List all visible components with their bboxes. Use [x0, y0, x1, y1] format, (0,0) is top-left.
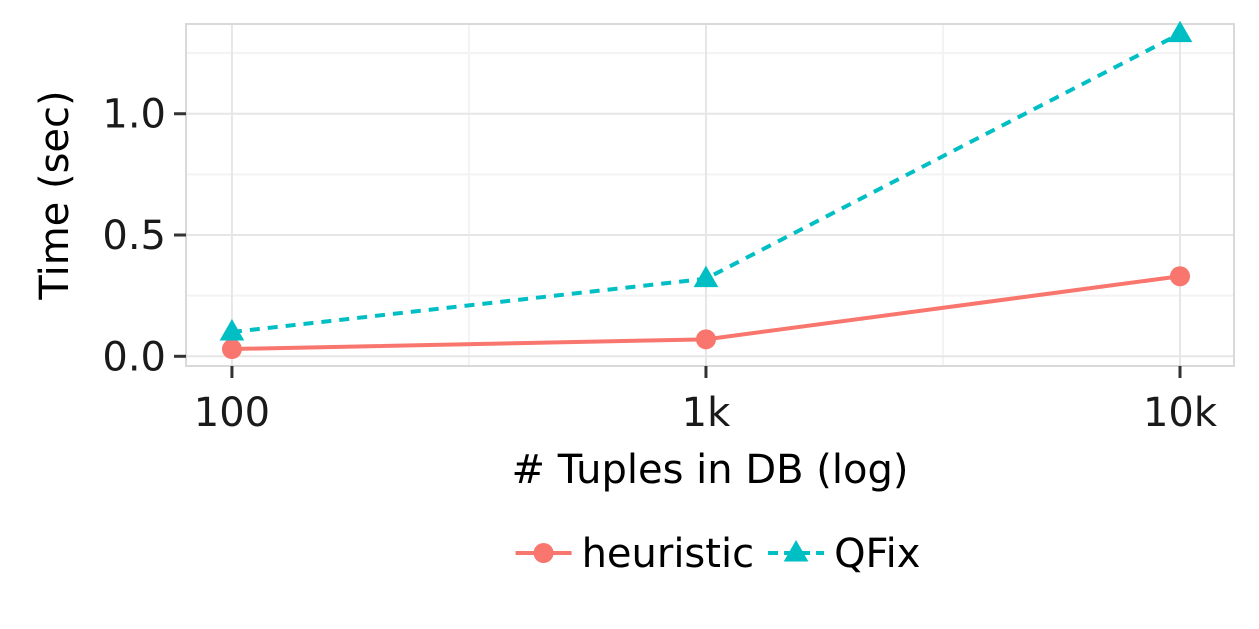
x-tick-label: 100 — [194, 390, 270, 436]
legend-key-heuristic — [515, 543, 572, 563]
minor-grid — [186, 24, 1234, 366]
series-layer — [219, 20, 1193, 360]
series-heuristic — [221, 266, 1190, 360]
legend: heuristic QFix — [515, 531, 920, 577]
x-tick-label: 1k — [682, 390, 731, 436]
data-point-qfix-triangle-marker — [219, 319, 245, 341]
data-point-heuristic-circle-marker — [695, 329, 716, 350]
legend-heuristic-circle-marker — [533, 543, 554, 563]
plot-panel-border — [185, 23, 1235, 367]
major-grid — [186, 24, 1234, 366]
data-point-heuristic-circle-marker — [221, 339, 242, 360]
legend-label: heuristic — [582, 531, 755, 577]
x-axis-title: # Tuples in DB (log) — [512, 447, 909, 493]
legend-label: QFix — [834, 531, 920, 577]
y-tick-label: 1.0 — [102, 92, 166, 138]
x-axis: 100 1k 10k — [194, 366, 1218, 436]
y-tick-label: 0.5 — [102, 213, 166, 259]
legend-qfix-triangle-marker — [783, 540, 809, 562]
x-tick-label: 10k — [1143, 390, 1218, 436]
data-point-qfix-triangle-marker — [693, 265, 719, 288]
data-point-qfix-triangle-marker — [1167, 20, 1193, 43]
y-tick-label: 0.0 — [102, 334, 166, 380]
series-qfix — [219, 20, 1193, 341]
legend-key-qfix — [768, 540, 825, 562]
data-point-heuristic-circle-marker — [1169, 266, 1190, 287]
y-axis: 0.0 0.5 1.0 — [102, 92, 186, 380]
y-axis-title: Time (sec) — [32, 90, 78, 300]
